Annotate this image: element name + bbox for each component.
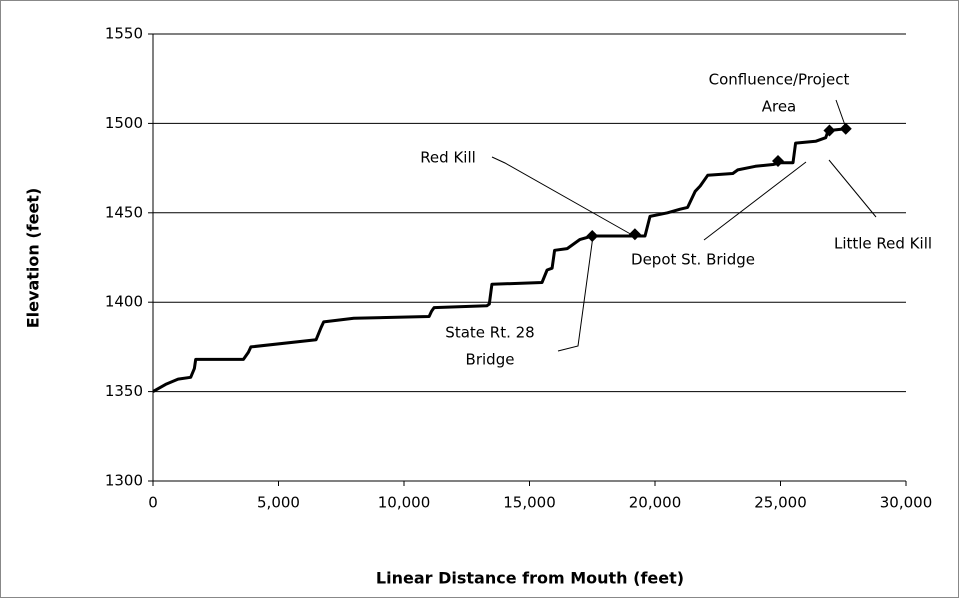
y-tick-label: 1400 [105,293,143,311]
leader-line [703,161,807,241]
x-tick-label: 5,000 [257,494,300,512]
x-axis-label: Linear Distance from Mouth (feet) [376,569,684,588]
x-tick-label: 0 [148,494,158,512]
annotation: Little Red Kill [834,235,932,253]
y-tick-label: 1500 [105,114,143,132]
x-tick-label: 30,000 [880,494,933,512]
y-tick-label: 1550 [105,25,143,43]
leader-line [828,159,877,218]
x-tick-label: 10,000 [378,494,431,512]
marker [823,124,836,137]
x-tick-label: 25,000 [754,494,807,512]
line-series [152,127,846,393]
marker [628,228,641,241]
x-tick-label: 20,000 [629,494,682,512]
x-tick-label: 15,000 [503,494,556,512]
marker [839,122,852,135]
leader-line [557,235,594,352]
annotation: Red Kill [420,149,476,167]
leader-lines [491,99,877,352]
annotation: Bridge [466,351,515,369]
y-tick-label: 1450 [105,203,143,221]
annotation: State Rt. 28 [445,324,534,342]
annotation: Depot St. Bridge [631,251,755,269]
y-tick-label: 1300 [105,472,143,490]
leader-line [491,156,635,237]
annotation: Area [762,98,797,116]
y-tick-label: 1350 [105,382,143,400]
marker [586,230,599,243]
annotation: Confluence/Project [709,71,850,89]
y-axis-label: Elevation (feet) [24,188,43,329]
marker [771,154,784,167]
